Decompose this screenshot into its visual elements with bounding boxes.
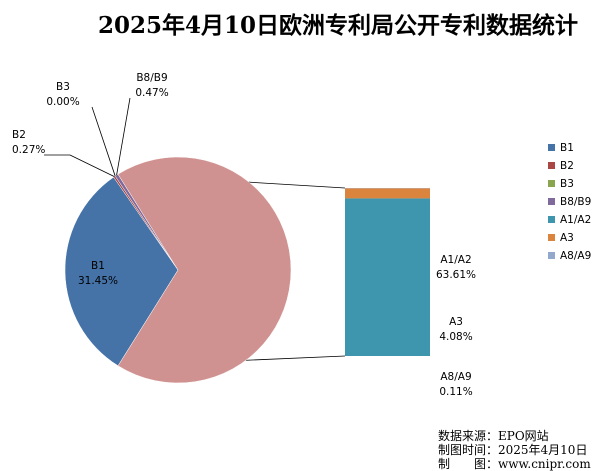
data-label-b3-line: B3 <box>56 81 70 93</box>
data-label-a8a9-line: 0.11% <box>439 386 472 398</box>
data-label-b2-line: 0.27% <box>12 144 45 156</box>
data-label-a3-line: A3 <box>449 316 463 328</box>
data-label-b1-line: B1 <box>91 260 105 272</box>
data-label-b8b9: B8/B9 0.47% <box>135 72 168 99</box>
data-label-a1a2-line: A1/A2 <box>440 254 471 266</box>
legend-label-b1: B1 <box>560 142 574 154</box>
legend-swatch-a3 <box>548 234 555 241</box>
data-label-a8a9-line: A8/A9 <box>440 371 471 383</box>
leader-b2 <box>70 155 114 177</box>
data-label-b3: B3 0.00% <box>46 81 79 108</box>
legend: B1 B2 B3 B8/B9 A1/A2 A3 A8/A9 <box>548 142 591 262</box>
legend-label-a3: A3 <box>560 232 574 244</box>
leader-b8b9 <box>117 98 130 175</box>
legend-label-a8-a9: A8/A9 <box>560 250 591 262</box>
data-label-a1a2: A1/A2 63.61% <box>436 254 476 281</box>
legend-swatch-a1-a2 <box>548 216 555 223</box>
legend-swatch-a8-a9 <box>548 252 555 259</box>
data-label-b8b9-line: 0.47% <box>135 87 168 99</box>
source-line-3: 制 图：www.cnipr.com <box>438 457 591 471</box>
legend-swatch-b8-b9 <box>548 198 555 205</box>
data-label-b2-line: B2 <box>12 129 26 141</box>
legend-swatch-b1 <box>548 144 555 151</box>
legend-label-a1-a2: A1/A2 <box>560 214 591 226</box>
legend-label-b8-b9: B8/B9 <box>560 196 591 208</box>
legend-label-b3: B3 <box>560 178 574 190</box>
chart-title: 2025年4月10日欧洲专利局公开专利数据统计 <box>98 12 578 39</box>
source-note: 数据来源：EPO网站 制图时间：2025年4月10日 制 图：www.cnipr… <box>438 428 591 471</box>
source-line-1: 数据来源：EPO网站 <box>438 428 549 443</box>
data-label-b8b9-line: B8/B9 <box>136 72 167 84</box>
data-label-b2: B2 0.27% <box>12 129 45 156</box>
data-label-b1-line: 31.45% <box>78 275 118 287</box>
stacked-bar <box>345 188 430 356</box>
data-label-a8a9: A8/A9 0.11% <box>439 371 472 398</box>
leader-b3 <box>92 107 115 176</box>
legend-label-b2: B2 <box>560 160 574 172</box>
legend-swatch-b2 <box>548 162 555 169</box>
legend-swatch-b3 <box>548 180 555 187</box>
source-line-2: 制图时间：2025年4月10日 <box>438 443 587 457</box>
bar-segment-a1-a2 <box>345 198 430 356</box>
data-label-a3: A3 4.08% <box>439 316 472 343</box>
data-label-a3-line: 4.08% <box>439 331 472 343</box>
data-label-a1a2-line: 63.61% <box>436 269 476 281</box>
bar-segment-a3 <box>345 188 430 198</box>
data-label-b3-line: 0.00% <box>46 96 79 108</box>
